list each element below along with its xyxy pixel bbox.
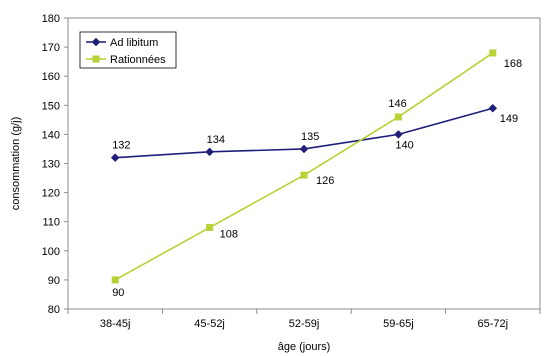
legend-label: Rationnées (110, 54, 166, 66)
y-tick-label: 180 (42, 13, 60, 25)
y-tick-label: 130 (42, 159, 60, 171)
y-tick-label: 140 (42, 129, 60, 141)
data-point (111, 276, 119, 284)
x-axis: 38-45j 45-52j 52-59j 59-65j 65-72j (67, 309, 541, 330)
x-tick-label: 52-59j (289, 318, 320, 330)
x-tick-label: 59-65j (383, 318, 414, 330)
data-label: 126 (316, 175, 334, 187)
y-tick-label: 100 (42, 246, 60, 258)
y-axis: 80 90 100 110 120 130 140 150 160 170 180 (42, 13, 68, 316)
data-label: 146 (388, 98, 406, 110)
data-point (300, 171, 308, 179)
data-label: 132 (112, 140, 130, 152)
data-point (489, 49, 497, 57)
data-label: 134 (207, 134, 225, 146)
x-axis-title: âge (jours) (278, 341, 331, 353)
data-point (488, 103, 498, 113)
data-point (299, 144, 309, 154)
data-point (394, 130, 403, 139)
x-tick-label: 65-72j (478, 318, 509, 330)
legend-marker (92, 55, 100, 63)
series-layer (110, 49, 498, 284)
x-tick-label: 38-45j (100, 318, 131, 330)
data-point (394, 113, 402, 121)
y-tick-label: 170 (42, 42, 60, 54)
data-label: 135 (301, 131, 319, 143)
data-label: 108 (220, 229, 238, 241)
legend: Ad libitum Rationnées (79, 31, 177, 69)
data-label: 149 (500, 113, 518, 125)
legend-label: Ad libitum (110, 37, 158, 49)
data-point (205, 147, 214, 157)
data-label: 168 (504, 58, 522, 70)
data-point (110, 153, 120, 163)
y-tick-label: 80 (48, 304, 60, 316)
legend-marker (91, 37, 101, 47)
data-label: 90 (112, 287, 124, 299)
data-label: 140 (395, 139, 413, 151)
data-point (206, 224, 214, 232)
y-tick-label: 110 (42, 217, 60, 229)
x-tick-label: 45-52j (194, 318, 225, 330)
y-tick-label: 150 (42, 100, 60, 112)
y-axis-title: consommation (g/j) (10, 117, 22, 211)
y-tick-label: 120 (42, 188, 60, 200)
data-labels: 132 134 135 140 149 90 108 126 146 168 (112, 58, 522, 299)
y-tick-label: 90 (48, 275, 60, 287)
y-tick-label: 160 (42, 71, 60, 83)
